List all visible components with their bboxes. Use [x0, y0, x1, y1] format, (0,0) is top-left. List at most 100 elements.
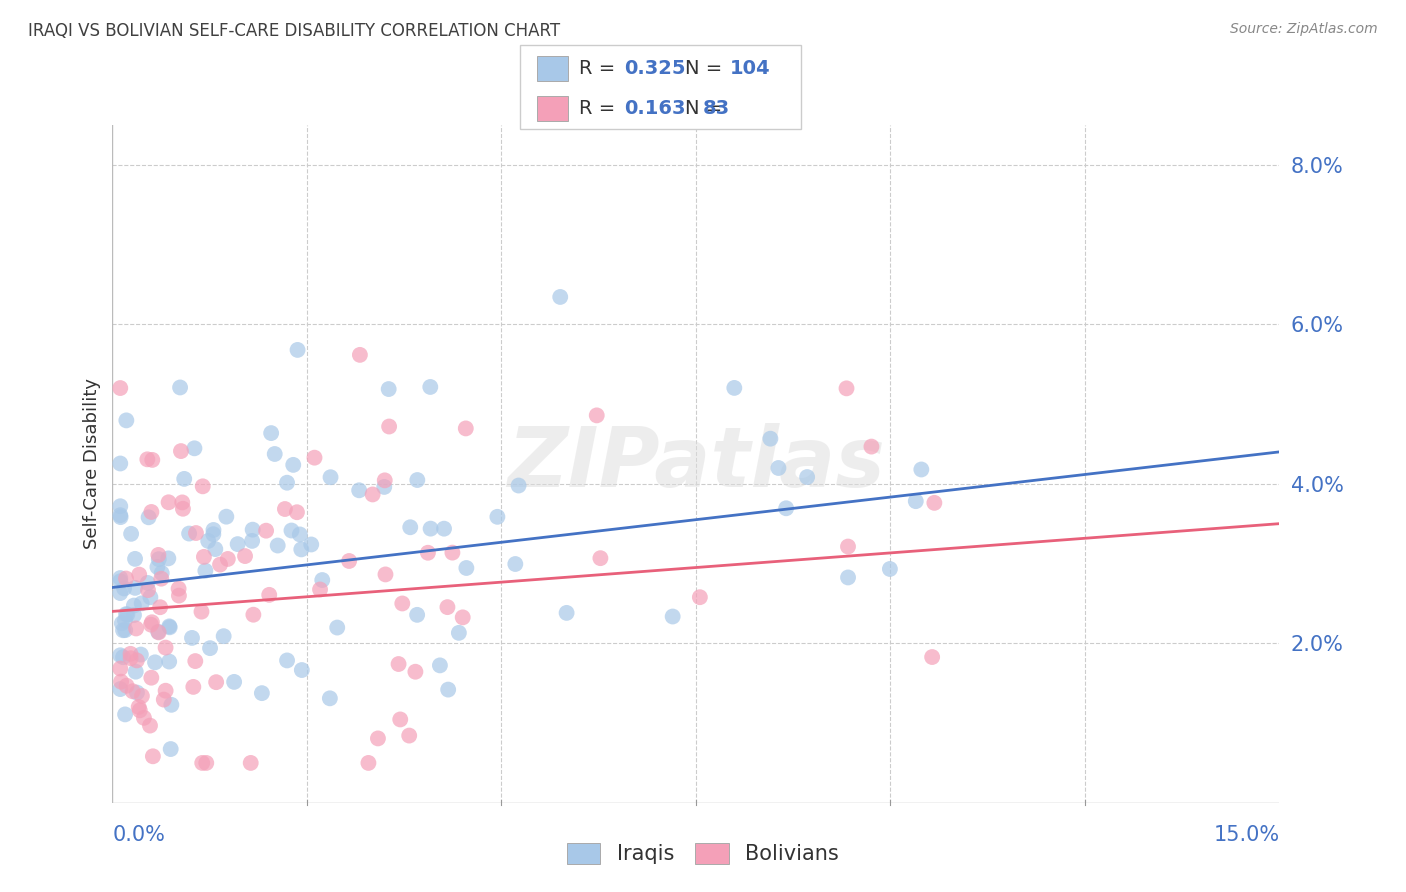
Point	[124, 552, 146, 566]
Point	[367, 731, 389, 746]
Point	[148, 552, 170, 566]
Point	[125, 622, 148, 636]
Point	[131, 689, 153, 703]
Point	[759, 432, 782, 446]
Point	[283, 458, 305, 472]
Point	[183, 680, 205, 694]
Point	[184, 526, 207, 541]
Point	[136, 583, 159, 598]
Point	[399, 520, 422, 534]
Point	[775, 501, 797, 516]
Point	[157, 495, 180, 509]
Text: 83: 83	[703, 99, 730, 118]
Point	[267, 539, 290, 553]
Text: N =: N =	[685, 59, 728, 78]
Point	[285, 505, 308, 519]
Point	[110, 381, 132, 395]
Point	[287, 343, 309, 357]
Point	[141, 671, 163, 685]
Point	[128, 703, 150, 717]
Point	[924, 496, 946, 510]
Point	[589, 551, 612, 566]
Point	[404, 665, 426, 679]
Point	[181, 631, 204, 645]
Point	[152, 692, 174, 706]
Point	[155, 683, 177, 698]
Point	[661, 609, 683, 624]
Point	[508, 478, 530, 492]
Point	[172, 501, 194, 516]
Point	[835, 381, 858, 395]
Point	[555, 606, 578, 620]
Point	[112, 650, 135, 665]
Point	[136, 576, 159, 591]
Point	[191, 479, 214, 493]
Point	[111, 616, 134, 631]
Point	[257, 588, 280, 602]
Text: ZIPatlas: ZIPatlas	[508, 424, 884, 504]
Point	[157, 619, 180, 633]
Point	[131, 596, 153, 610]
Point	[198, 641, 221, 656]
Point	[319, 470, 342, 484]
Point	[486, 509, 509, 524]
Text: 0.0%: 0.0%	[112, 825, 166, 845]
Point	[299, 537, 322, 551]
Point	[139, 718, 162, 732]
Point	[406, 473, 429, 487]
Point	[141, 505, 163, 519]
Point	[148, 548, 170, 562]
Point	[110, 510, 132, 524]
Point	[117, 607, 139, 622]
Point	[349, 348, 371, 362]
Text: N =: N =	[685, 99, 728, 118]
Point	[212, 629, 235, 643]
Point	[454, 421, 477, 435]
Point	[419, 522, 441, 536]
Point	[110, 508, 132, 523]
Point	[129, 648, 152, 662]
Point	[378, 419, 401, 434]
Point	[167, 582, 190, 596]
Point	[260, 426, 283, 441]
Text: 15.0%: 15.0%	[1213, 825, 1279, 845]
Point	[904, 494, 927, 508]
Point	[114, 707, 136, 722]
Point	[159, 742, 181, 756]
Point	[441, 546, 464, 560]
Point	[193, 549, 215, 564]
Point	[115, 607, 138, 622]
Point	[860, 440, 883, 454]
Point	[122, 608, 145, 623]
Point	[204, 542, 226, 557]
Point	[122, 599, 145, 613]
Text: Source: ZipAtlas.com: Source: ZipAtlas.com	[1230, 22, 1378, 37]
Point	[276, 475, 298, 490]
Point	[139, 617, 162, 632]
Point	[202, 527, 225, 541]
Point	[274, 502, 297, 516]
Point	[837, 570, 859, 584]
Point	[202, 523, 225, 537]
Text: 0.325: 0.325	[624, 59, 686, 78]
Point	[173, 472, 195, 486]
Point	[910, 462, 932, 476]
Point	[169, 380, 191, 394]
Point	[112, 624, 135, 638]
Point	[146, 560, 169, 574]
Point	[263, 447, 285, 461]
Point	[319, 691, 342, 706]
Point	[167, 589, 190, 603]
Point	[437, 682, 460, 697]
Point	[205, 675, 228, 690]
Point	[157, 551, 180, 566]
Point	[150, 572, 173, 586]
Point	[142, 749, 165, 764]
Point	[157, 655, 180, 669]
Point	[689, 591, 711, 605]
Point	[172, 495, 194, 509]
Point	[159, 620, 181, 634]
Point	[391, 597, 413, 611]
Point	[311, 573, 333, 587]
Point	[110, 457, 132, 471]
